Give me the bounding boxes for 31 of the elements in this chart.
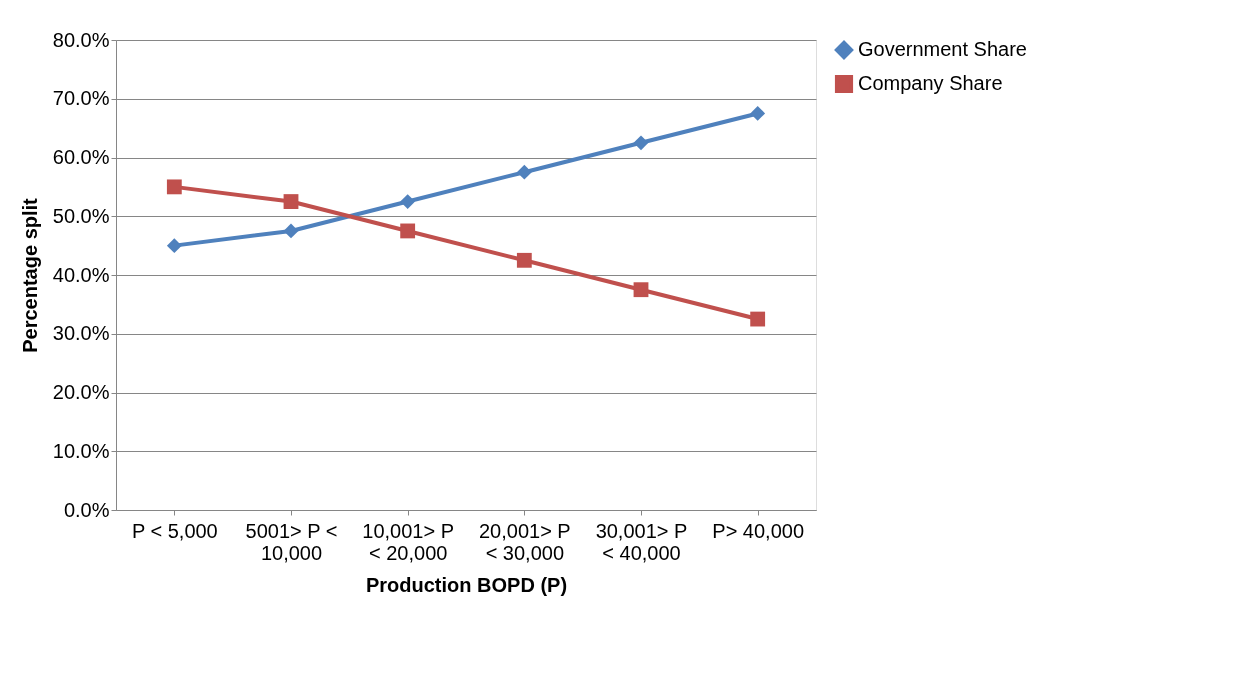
- point: [633, 282, 649, 298]
- y-tick-label: 0.0%: [63, 498, 110, 521]
- x-tick-label: 10,001> P < 20,000: [362, 519, 455, 564]
- y-axis-title: Percentage split: [18, 197, 41, 353]
- point: [516, 252, 532, 268]
- point: [400, 194, 416, 209]
- y-tick-label: 30.0%: [52, 322, 110, 345]
- legend-label: Government Share: [858, 38, 1027, 60]
- point: [516, 164, 532, 180]
- x-tick-label: P> 40,000: [712, 519, 805, 542]
- point: [283, 194, 299, 209]
- point: [750, 106, 766, 121]
- legend-label: Company Share: [858, 72, 1003, 94]
- point: [400, 223, 416, 239]
- point: [166, 238, 182, 254]
- x-tick-label: 5001> P < 10,000: [245, 519, 338, 564]
- y-tick-label: 40.0%: [52, 263, 110, 286]
- y-tick-label: 50.0%: [52, 204, 110, 227]
- y-tick-label: 60.0%: [52, 146, 110, 168]
- y-tick-label: 70.0%: [52, 87, 110, 110]
- point: [283, 223, 299, 239]
- point: [633, 135, 649, 151]
- y-tick-label: 80.0%: [52, 28, 110, 51]
- x-tick-label: 30,001> P < 40,000: [595, 519, 688, 564]
- y-tick-label: 10.0%: [52, 439, 110, 462]
- x-tick-label: P < 5,000: [131, 519, 218, 542]
- x-axis-title: Production BOPD (P): [365, 573, 568, 596]
- x-tick-label: 20,001> P < 30,000: [478, 519, 571, 564]
- point: [166, 179, 182, 195]
- y-tick-label: 20.0%: [52, 381, 110, 403]
- point: [750, 311, 766, 327]
